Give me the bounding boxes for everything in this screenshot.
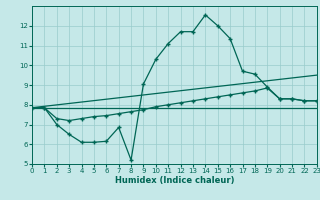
X-axis label: Humidex (Indice chaleur): Humidex (Indice chaleur) xyxy=(115,176,234,185)
